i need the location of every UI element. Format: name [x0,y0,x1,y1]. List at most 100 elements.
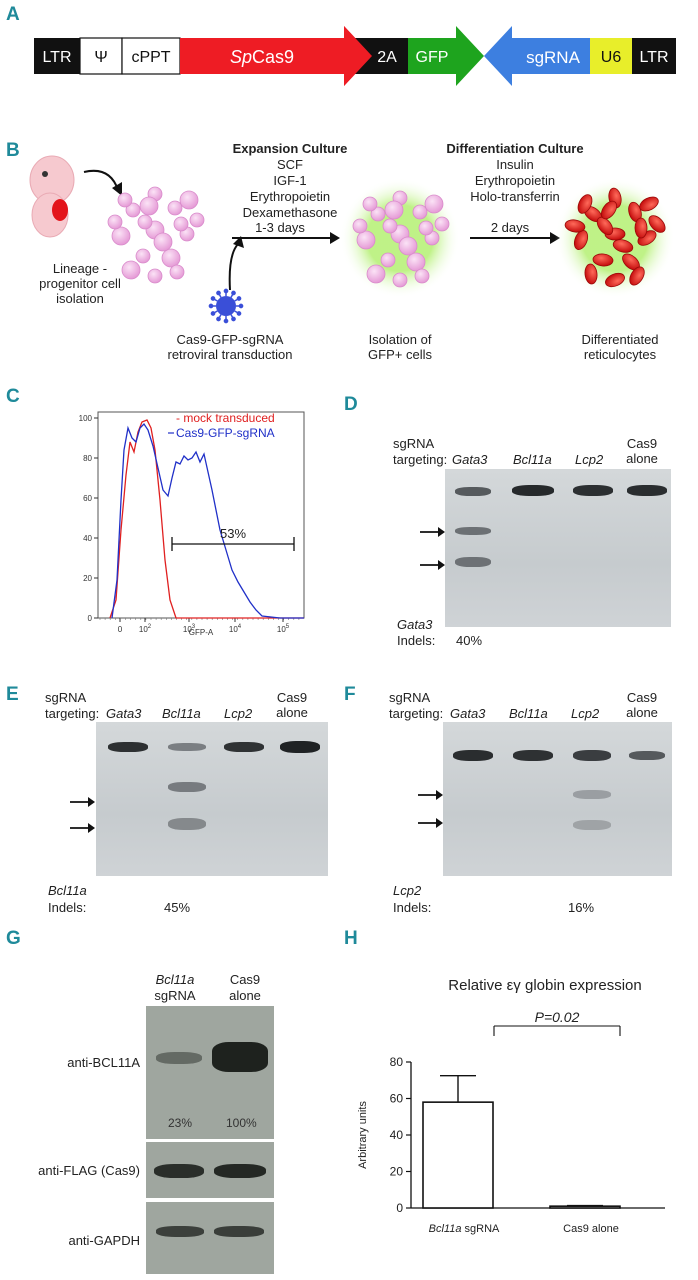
expansion-factor: Erythropoietin [249,189,331,204]
gel-band [513,750,553,761]
progenitor-cell [418,220,434,236]
progenitor-cell [139,196,159,216]
x-tick-label: 103 [183,624,196,634]
reticulocyte-cell [600,200,618,220]
lane-label-gata3: Gata3 [450,706,486,721]
targeting-label: targeting: [389,706,444,721]
expansion-factor: IGF-1 [273,173,307,188]
transduction-text: retroviral transduction [167,347,293,362]
panel-label-h: H [344,928,358,949]
gel-band [168,743,206,751]
y-tick-label: 100 [79,414,93,423]
progenitor-cell [111,226,131,246]
gfp-cell-cluster [352,190,450,288]
blot-band [214,1226,264,1237]
y-tick-label: 20 [390,1165,404,1179]
progenitor-cell [167,200,183,216]
row-label-flag: anti-FLAG (Cas9) [38,1163,140,1178]
lane-label-bcl11a: Bcl11a [162,706,201,721]
differentiation-duration: 2 days [490,220,530,235]
progenitor-cell [137,214,153,230]
gfp-isolation-text: Isolation of [368,332,432,347]
x-axis-label: GFP-A [189,628,214,637]
lane-label-lcp2: Lcp2 [575,452,604,467]
progenitor-cell [117,192,133,208]
arrow-icon [438,560,445,570]
y-tick-label: 20 [83,574,92,583]
workflow-diagram [29,155,675,324]
panel-label-a: A [6,4,20,25]
bar-chart: 0 20 40 60 80 Bcl11a sgRNA Cas9 alone Arbitra… [357,1009,665,1235]
psi-label: Ψ [94,49,107,66]
flow-histogram: 0 20 40 60 80 100 0 102 103 104 105 53% - mock tr… [79,411,305,637]
retrovirus-icon [208,288,244,324]
u6-segment [590,38,632,74]
isolation-text: Lineage - [52,261,108,276]
y-tick-label: 40 [83,534,92,543]
arrows-e [70,797,95,833]
gel-band [573,750,611,761]
reticulocyte-cell [592,253,614,267]
reticulocyte-cell [584,263,598,285]
progenitor-cell-cluster [107,186,205,284]
panel-label-g: G [6,928,21,949]
lane-label-gata3: Gata3 [452,452,488,467]
progenitor-cell [125,202,141,218]
reticulocyte-cell [564,219,586,233]
progenitor-cell [366,264,386,284]
gel-band [280,741,320,753]
histogram-frame [97,411,305,619]
progenitor-cell [179,190,199,210]
x-tick-label: 105 [277,624,290,634]
indel-label-f: Indels: [393,900,432,915]
sgrna-label: sgRNA [45,690,87,705]
gel-band [512,485,554,496]
arrow-icon [438,527,445,537]
reticulocyte-text: Differentiated [581,332,659,347]
panel-label-e: E [6,684,19,705]
gfp-isolation-text: GFP+ cells [368,347,432,362]
y-axis-label: Arbitrary units [357,1101,369,1169]
sgrna-label: sgRNA [393,436,435,451]
gel-band [573,790,611,799]
progenitor-cell [153,232,173,252]
western-blot-bcl11a: 23% 100% [146,1006,274,1139]
lane-label-lcp2: Lcp2 [224,706,253,721]
category-label: Cas9 alone [563,1223,619,1235]
x-tick-label: 102 [139,624,152,634]
reticulocyte-cell [634,217,648,239]
gfp-arrow [408,26,484,86]
gel-band [573,820,611,830]
progenitor-cell [161,248,181,268]
y-tick-label: 60 [83,494,92,503]
indel-gene-d: Gata3 [397,617,433,632]
progenitor-cell [398,236,418,256]
arrow-icon [88,797,95,807]
sgrna-arrow [484,26,590,86]
progenitor-cell [424,194,444,214]
expansion-title: Expansion Culture [232,141,348,156]
gel-band [455,527,491,535]
arrows-d [420,527,445,570]
vector-diagram: LTR Ψ cPPT SpCas9 2A GFP sgRNA U6 LTR [34,26,676,86]
progenitor-cell [169,264,185,280]
lane-label-cas9: Cas9 alone [626,690,658,720]
psi-segment [79,37,123,75]
reticulocyte-cell [648,215,666,233]
indel-gene-f: Lcp2 [393,883,422,898]
progenitor-cell [434,216,450,232]
progenitor-cell [135,248,151,264]
p-value: P=0.02 [535,1009,580,1025]
cas9-arrow [180,26,372,86]
panel-label-b: B [6,140,20,161]
lane-label-lcp2: Lcp2 [571,706,600,721]
category-label: Bcl11a sgRNA [429,1223,500,1235]
panel-label-c: C [6,386,20,407]
col-label-alone: alone [229,988,261,1003]
blot-band [156,1052,202,1064]
lane-label-bcl11a: Bcl11a [509,706,548,721]
y-tick-label: 0 [88,614,93,623]
gel-band [168,818,206,830]
gel-image-f [443,722,672,876]
mock-transduced-curve [109,419,304,619]
